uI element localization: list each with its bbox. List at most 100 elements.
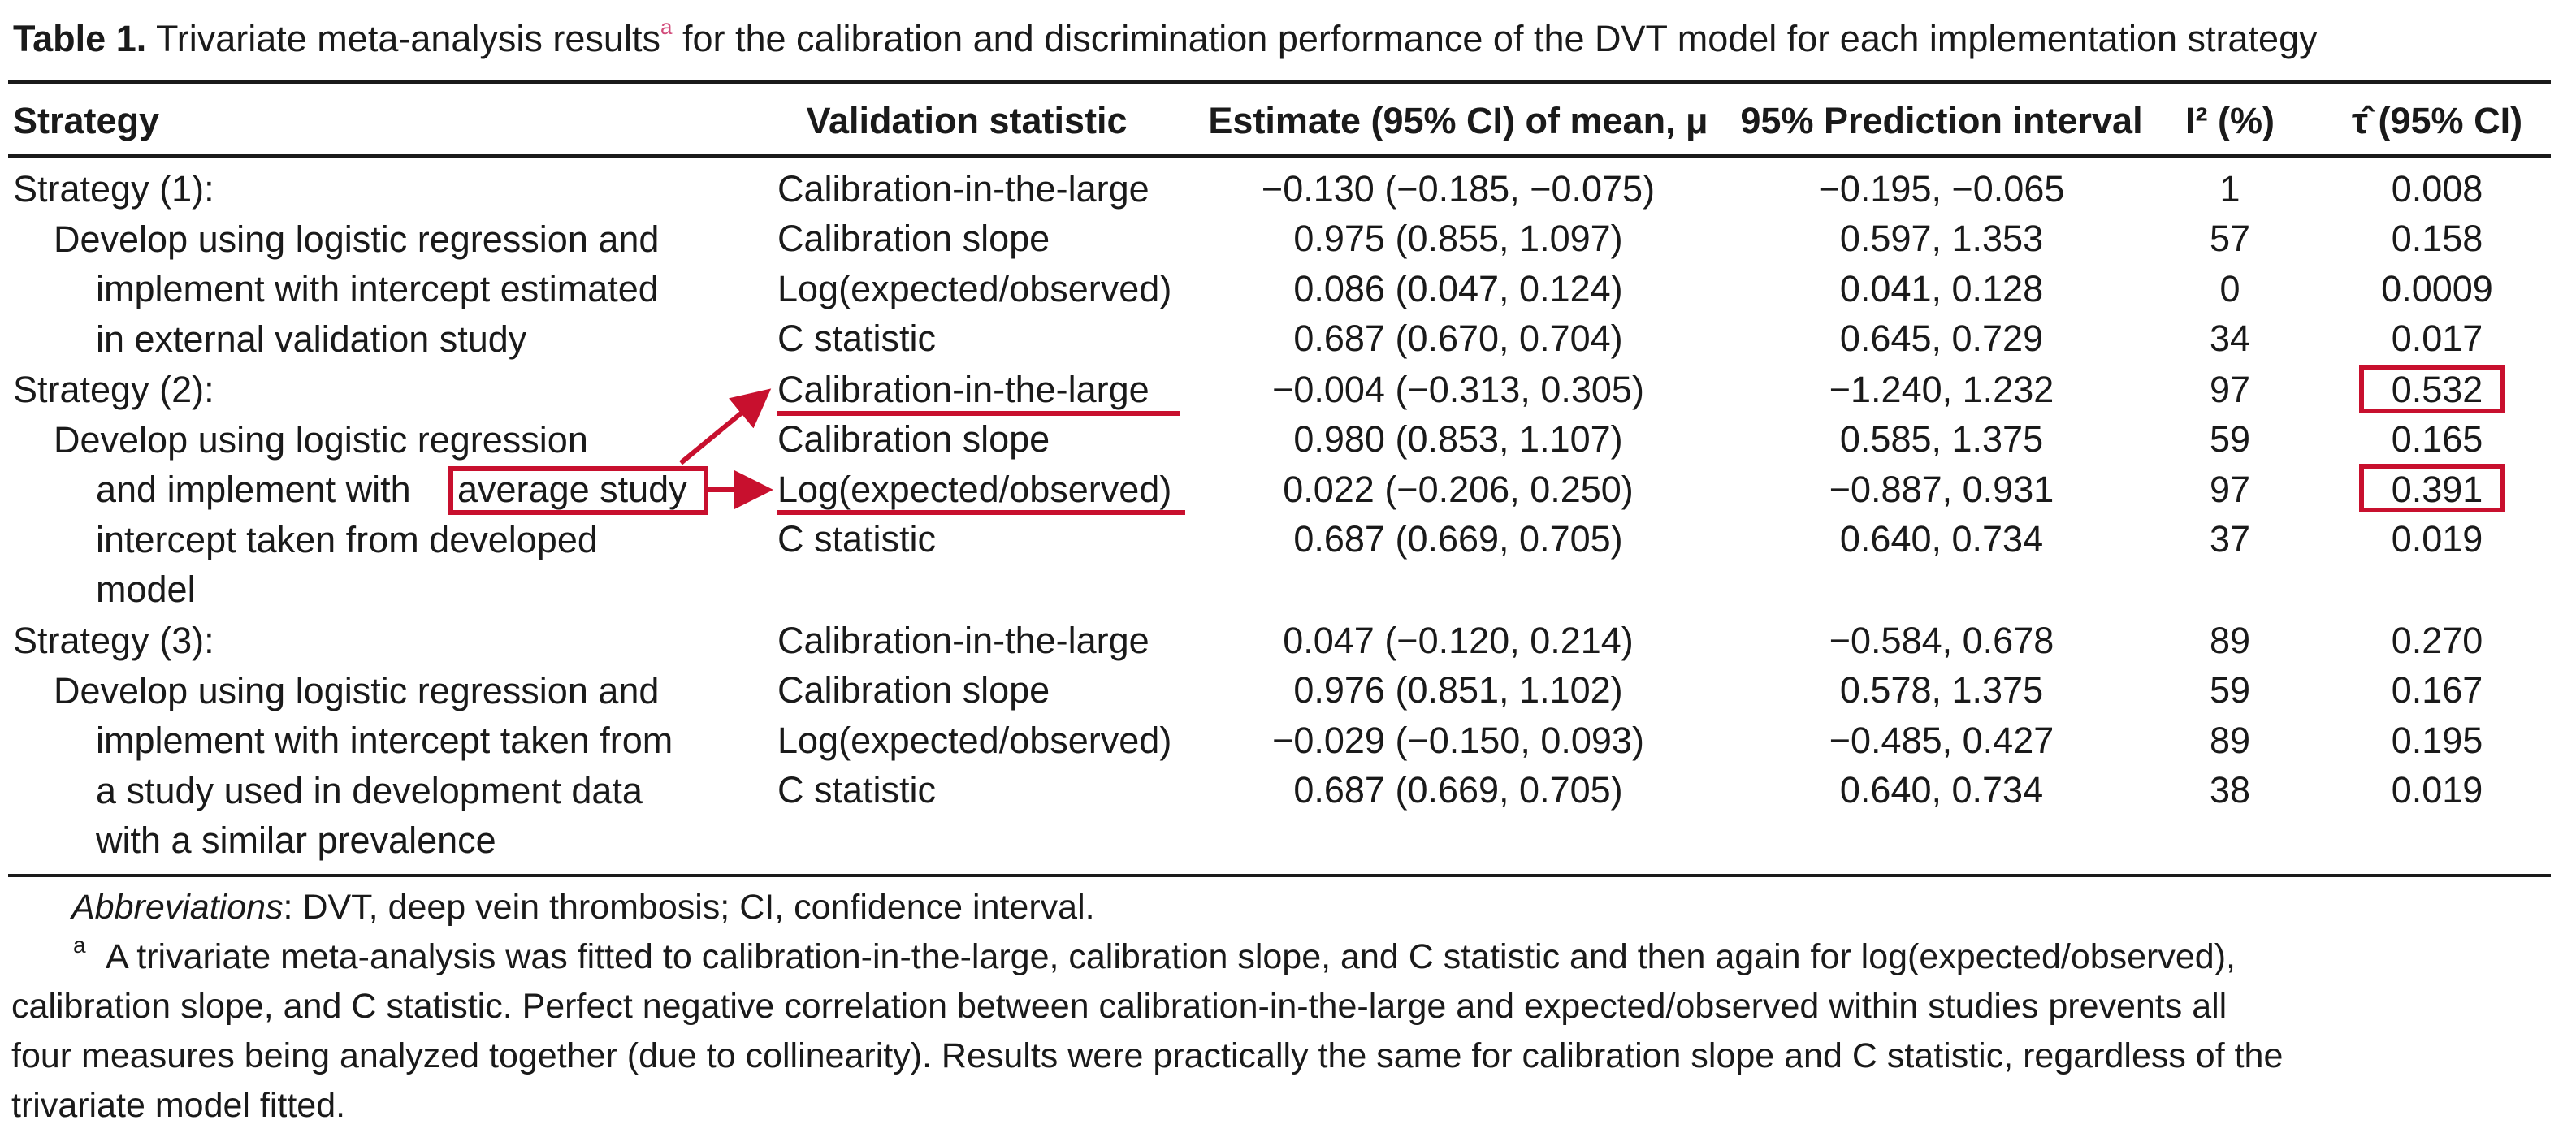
i-squared-value: 57 xyxy=(2209,218,2251,259)
prediction-interval: −0.584, 0.678 xyxy=(1829,620,2054,661)
prediction-interval: 0.597, 1.353 xyxy=(1839,218,2044,259)
estimate-ci: −0.130 (−0.185, −0.075) xyxy=(1261,168,1656,210)
strategy-title: Strategy (1): xyxy=(13,168,214,210)
i-squared-value: 89 xyxy=(2209,720,2251,761)
tau-value: 0.270 xyxy=(2391,620,2483,661)
prediction-interval: −0.485, 0.427 xyxy=(1829,720,2054,761)
i-squared-value: 97 xyxy=(2209,369,2251,410)
estimate-ci: 0.687 (0.669, 0.705) xyxy=(1293,769,1623,811)
prediction-interval: 0.578, 1.375 xyxy=(1839,669,2044,711)
tau-value: 0.017 xyxy=(2391,318,2483,359)
i-squared-value: 38 xyxy=(2209,769,2251,811)
estimate-ci: 0.022 (−0.206, 0.250) xyxy=(1283,469,1634,510)
validation-statistic: Calibration-in-the-large xyxy=(777,168,1149,210)
strategy-title: Strategy (3): xyxy=(13,620,214,661)
strategy-description-line: Develop using logistic regression and xyxy=(54,218,660,260)
table-caption: Table 1. Trivariate meta-analysis result… xyxy=(13,15,2564,60)
header-strategy: Strategy xyxy=(13,100,160,141)
header-i-squared: I² (%) xyxy=(2185,100,2275,141)
prediction-interval: 0.041, 0.128 xyxy=(1839,268,2044,309)
abbreviations-note: Abbreviations: DVT, deep vein thrombosis… xyxy=(71,890,1095,925)
estimate-ci: 0.687 (0.670, 0.704) xyxy=(1293,318,1623,359)
header-tau: τ̂ (95% CI) xyxy=(2351,100,2523,141)
validation-statistic: Calibration-in-the-large xyxy=(777,369,1149,410)
estimate-ci: −0.004 (−0.313, 0.305) xyxy=(1272,369,1644,410)
estimate-ci: 0.687 (0.669, 0.705) xyxy=(1293,518,1623,560)
abbreviations-text: : DVT, deep vein thrombosis; CI, confide… xyxy=(283,888,1095,927)
strategy-description-line: with a similar prevalence xyxy=(96,819,496,861)
footnote-a-line: A trivariate meta-analysis was fitted to… xyxy=(106,937,2236,976)
caption-text-2: for the calibration and discrimination p… xyxy=(682,18,2318,59)
highlighted-average-study: average study xyxy=(457,469,687,510)
tau-value: 0.391 xyxy=(2391,469,2483,510)
strategy-description-line: implement with intercept taken from xyxy=(96,720,673,761)
header-prediction-interval: 95% Prediction interval xyxy=(1740,100,2143,141)
prediction-interval: −0.887, 0.931 xyxy=(1829,469,2054,510)
estimate-ci: −0.029 (−0.150, 0.093) xyxy=(1272,720,1644,761)
strategy-description-line: a study used in development data xyxy=(96,769,643,811)
tau-value: 0.008 xyxy=(2391,168,2483,210)
estimate-ci: 0.086 (0.047, 0.124) xyxy=(1293,268,1623,309)
estimate-ci: 0.047 (−0.120, 0.214) xyxy=(1283,620,1634,661)
header-rule xyxy=(8,154,2551,158)
i-squared-value: 1 xyxy=(2219,168,2240,210)
caption-footnote-mark: a xyxy=(660,15,673,39)
strategy-description-line: and implement with xyxy=(96,469,411,510)
tau-value: 0.195 xyxy=(2391,720,2483,761)
strategy-description-line: Develop using logistic regression and xyxy=(54,669,660,711)
validation-statistic: Calibration-in-the-large xyxy=(777,620,1149,661)
prediction-interval: −1.240, 1.232 xyxy=(1829,369,2054,410)
i-squared-value: 97 xyxy=(2209,469,2251,510)
validation-statistic: Log(expected/observed) xyxy=(777,268,1172,309)
validation-statistic: Calibration slope xyxy=(777,669,1050,711)
highlight-box-tau-0532 xyxy=(2359,365,2505,413)
footnote-a-mark: a xyxy=(73,932,86,958)
underline-log-expected-observed xyxy=(777,510,1185,515)
strategy-description-line: Develop using logistic regression xyxy=(54,418,588,461)
prediction-interval: −0.195, −0.065 xyxy=(1818,168,2065,210)
header-validation-statistic: Validation statistic xyxy=(806,100,1128,141)
i-squared-value: 59 xyxy=(2209,669,2251,711)
highlight-box-average-study xyxy=(448,466,708,515)
i-squared-value: 34 xyxy=(2209,318,2251,359)
tau-value: 0.019 xyxy=(2391,769,2483,811)
strategy-description-line: intercept taken from developed xyxy=(96,518,598,560)
highlight-box-tau-0391 xyxy=(2359,464,2505,512)
validation-statistic: Log(expected/observed) xyxy=(777,469,1172,510)
estimate-ci: 0.980 (0.853, 1.107) xyxy=(1293,418,1623,460)
i-squared-value: 0 xyxy=(2219,268,2240,309)
validation-statistic: C statistic xyxy=(777,318,937,359)
bottom-rule xyxy=(8,874,2551,877)
tau-value: 0.167 xyxy=(2391,669,2483,711)
validation-statistic: Calibration slope xyxy=(777,418,1050,460)
top-rule xyxy=(8,80,2551,84)
underline-calibration-in-the-large xyxy=(777,411,1180,416)
caption-text: Trivariate meta-analysis results xyxy=(155,18,660,59)
estimate-ci: 0.975 (0.855, 1.097) xyxy=(1293,218,1623,259)
arrow-to-calibration-in-the-large xyxy=(679,388,772,465)
i-squared-value: 37 xyxy=(2209,518,2251,560)
strategy-title: Strategy (2): xyxy=(13,369,214,410)
tau-value: 0.158 xyxy=(2391,218,2483,259)
estimate-ci: 0.976 (0.851, 1.102) xyxy=(1293,669,1623,711)
header-estimate: Estimate (95% CI) of mean, μ xyxy=(1208,100,1708,141)
prediction-interval: 0.640, 0.734 xyxy=(1839,518,2044,560)
validation-statistic: Log(expected/observed) xyxy=(777,720,1172,761)
caption-label: Table 1. xyxy=(13,18,147,59)
tau-value: 0.532 xyxy=(2391,369,2483,410)
abbreviations-label: Abbreviations xyxy=(71,888,284,927)
i-squared-value: 59 xyxy=(2209,418,2251,460)
tau-value: 0.019 xyxy=(2391,518,2483,560)
prediction-interval: 0.585, 1.375 xyxy=(1839,418,2044,460)
footnote-a-line: calibration slope, and C statistic. Perf… xyxy=(11,987,2227,1026)
i-squared-value: 89 xyxy=(2209,620,2251,661)
tau-value: 0.165 xyxy=(2391,418,2483,460)
prediction-interval: 0.640, 0.734 xyxy=(1839,769,2044,811)
validation-statistic: Calibration slope xyxy=(777,218,1050,259)
footnote-a-line: four measures being analyzed together (d… xyxy=(11,1036,2284,1075)
footnote-a-line: trivariate model fitted. xyxy=(11,1086,346,1125)
validation-statistic: C statistic xyxy=(777,769,937,811)
strategy-description-line: model xyxy=(96,569,196,610)
strategy-description-line: in external validation study xyxy=(96,318,527,360)
